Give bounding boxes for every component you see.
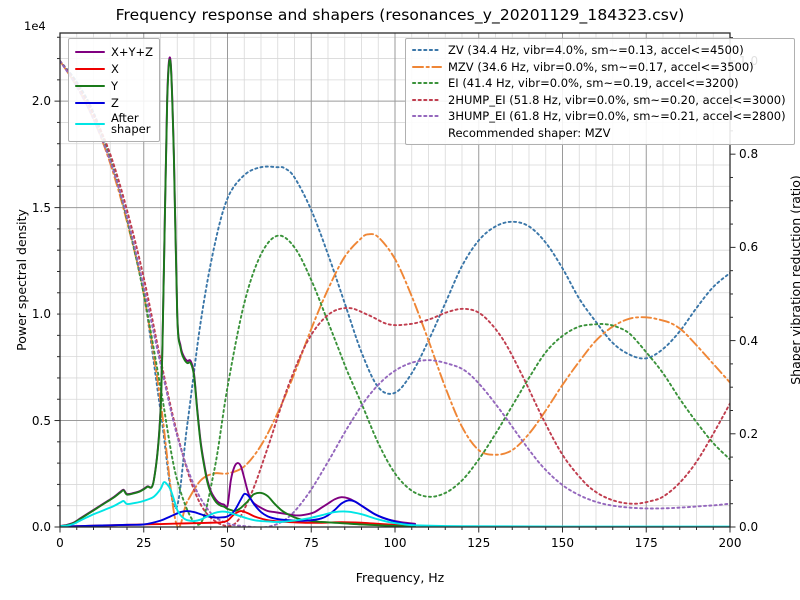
x-tick-label: 50 bbox=[219, 536, 236, 550]
psd-curve-z bbox=[60, 492, 417, 527]
x-tick-label: 125 bbox=[467, 536, 491, 550]
legend-item-xyz[interactable]: X+Y+Z bbox=[73, 43, 153, 60]
legend-label: 3HUMP_EI (61.8 Hz, vibr=0.0%, sm~=0.21, … bbox=[448, 109, 786, 124]
y-tick-label-left: 2.0 bbox=[31, 94, 51, 109]
legend-item-zv[interactable]: ZV (34.4 Hz, vibr=4.0%, sm~=0.13, accel<… bbox=[410, 42, 786, 59]
shaper-curve-3hump_ei bbox=[60, 60, 730, 527]
y-axis-label-right: Shaper vibration reduction (ratio) bbox=[788, 175, 800, 385]
shaper-curve-ei bbox=[60, 60, 730, 526]
axis-ticks bbox=[54, 36, 736, 533]
y-tick-label-right: 0.4 bbox=[739, 333, 759, 348]
legend-swatch-icon bbox=[73, 78, 107, 94]
x-tick-label: 175 bbox=[634, 536, 658, 550]
legend-swatch-icon bbox=[410, 59, 444, 75]
legend-item-x[interactable]: X bbox=[73, 60, 153, 77]
legend-swatch-icon bbox=[73, 116, 107, 132]
legend-label: MZV (34.6 Hz, vibr=0.0%, sm~=0.17, accel… bbox=[448, 59, 754, 74]
y-tick-label-right: 0.6 bbox=[739, 240, 759, 255]
legend-swatch-icon bbox=[73, 61, 107, 77]
psd-legend[interactable]: X+Y+Z X Y Z After shaper bbox=[68, 38, 161, 142]
shaper-curve-2hump_ei bbox=[60, 60, 730, 527]
series-layer bbox=[60, 56, 730, 527]
legend-item-y[interactable]: Y bbox=[73, 77, 153, 94]
legend-swatch-icon bbox=[410, 108, 444, 124]
x-tick-label: 100 bbox=[383, 536, 407, 550]
x-tick-label: 75 bbox=[303, 536, 319, 550]
x-tick-label: 150 bbox=[551, 536, 574, 550]
y-tick-label-left: 0.0 bbox=[31, 520, 51, 534]
legend-label: X bbox=[111, 61, 119, 76]
legend-label: Z bbox=[111, 95, 119, 110]
y-tick-label-right: 0.2 bbox=[739, 426, 759, 441]
y-axis-offset-label: 1e4 bbox=[24, 19, 46, 33]
legend-label: Y bbox=[111, 78, 119, 93]
legend-label: X+Y+Z bbox=[111, 44, 154, 59]
legend-swatch-icon bbox=[73, 95, 107, 111]
y-tick-label-left: 1.0 bbox=[31, 307, 51, 322]
psd-curve-aftershaper bbox=[60, 481, 730, 527]
legend-item-ei[interactable]: EI (41.4 Hz, vibr=0.0%, sm~=0.19, accel<… bbox=[410, 75, 786, 92]
x-axis-label: Frequency, Hz bbox=[355, 570, 445, 585]
y-tick-label-right: 0.8 bbox=[739, 147, 759, 162]
shaper-legend[interactable]: ZV (34.4 Hz, vibr=4.0%, sm~=0.13, accel<… bbox=[405, 38, 795, 145]
legend-swatch-icon bbox=[410, 75, 444, 91]
y-axis-label-left: Power spectral density bbox=[14, 209, 29, 351]
y-tick-label-left: 1.5 bbox=[31, 200, 51, 215]
legend-swatch-icon bbox=[73, 44, 107, 60]
legend-item-mzv[interactable]: MZV (34.6 Hz, vibr=0.0%, sm~=0.17, accel… bbox=[410, 59, 786, 76]
legend-label: 2HUMP_EI (51.8 Hz, vibr=0.0%, sm~=0.20, … bbox=[448, 92, 786, 107]
recommended-shaper-note: Recommended shaper: MZV bbox=[448, 125, 611, 140]
y-tick-label-left: 0.5 bbox=[31, 413, 51, 428]
legend-item-aftershaper[interactable]: After shaper bbox=[73, 111, 153, 137]
x-tick-label: 0 bbox=[56, 536, 64, 550]
x-tick-label: 200 bbox=[718, 536, 742, 550]
legend-swatch-icon bbox=[410, 42, 444, 58]
legend-item-z[interactable]: Z bbox=[73, 94, 153, 111]
y-tick-label-right: 0.0 bbox=[739, 520, 759, 534]
legend-item-2hump_ei[interactable]: 2HUMP_EI (51.8 Hz, vibr=0.0%, sm~=0.20, … bbox=[410, 92, 786, 109]
legend-item-3hump_ei[interactable]: 3HUMP_EI (61.8 Hz, vibr=0.0%, sm~=0.21, … bbox=[410, 108, 786, 125]
chart-title: Frequency response and shapers (resonanc… bbox=[115, 6, 685, 24]
x-tick-label: 25 bbox=[136, 536, 152, 550]
legend-label: ZV (34.4 Hz, vibr=4.0%, sm~=0.13, accel<… bbox=[448, 43, 744, 58]
legend-label: EI (41.4 Hz, vibr=0.0%, sm~=0.19, accel<… bbox=[448, 76, 739, 91]
legend-label: After shaper bbox=[111, 111, 151, 136]
legend-swatch-icon bbox=[410, 92, 444, 108]
